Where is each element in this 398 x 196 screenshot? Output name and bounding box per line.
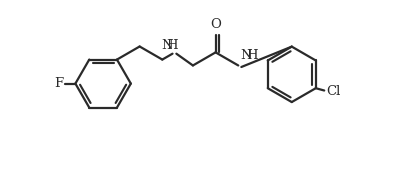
Text: F: F — [55, 77, 64, 90]
Text: N: N — [240, 49, 252, 62]
Text: H: H — [247, 49, 258, 62]
Text: N: N — [161, 39, 173, 52]
Text: Cl: Cl — [326, 85, 341, 98]
Text: O: O — [210, 18, 221, 31]
Text: H: H — [167, 39, 178, 52]
